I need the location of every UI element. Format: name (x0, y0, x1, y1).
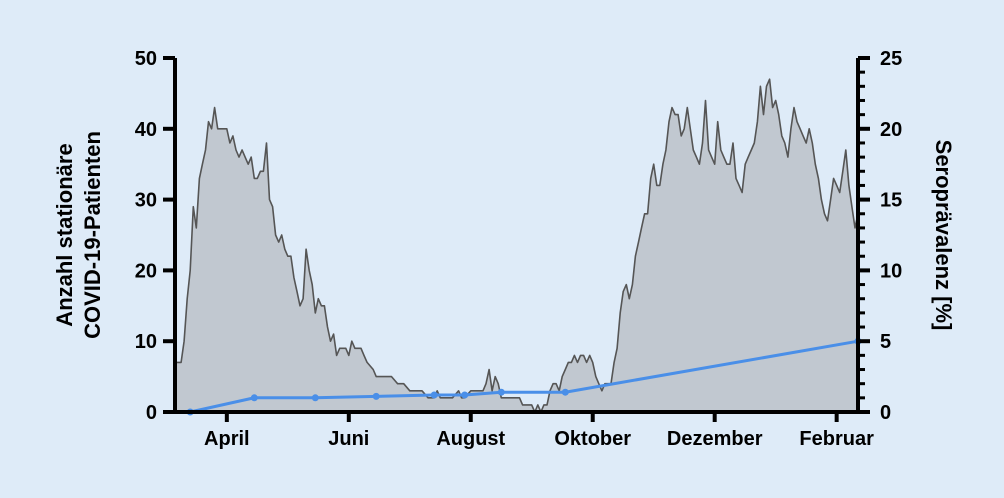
right-y-tick-label: 5 (880, 331, 891, 353)
right-y-tick-label: 10 (880, 260, 902, 282)
left-y-tick-label: 40 (135, 119, 157, 141)
seroprevalence-point (250, 394, 258, 402)
seroprevalence-point (497, 388, 505, 396)
left-axis-title-line-2: COVID-19-Patienten (80, 131, 105, 339)
right-y-tick-label: 0 (880, 402, 891, 424)
x-tick-label: Februar (799, 428, 874, 450)
x-tick-label: Oktober (554, 428, 631, 450)
left-y-tick-label: 30 (135, 190, 157, 212)
seroprevalence-point (430, 391, 438, 399)
left-axis-title-line-1: Anzahl stationäre (52, 143, 77, 326)
left-y-tick-label: 50 (135, 48, 157, 70)
right-y-tick-labels: 0 5 10 15 20 25 (880, 48, 902, 424)
right-y-tick-label: 25 (880, 48, 902, 70)
patient-area-layer (175, 78, 859, 413)
left-y-tick-label: 10 (135, 331, 157, 353)
left-y-tick-labels: 0 10 20 30 40 50 (135, 48, 157, 424)
axes-layer (163, 56, 870, 422)
seroprevalence-point (311, 394, 319, 402)
left-y-tick-label: 0 (146, 402, 157, 424)
x-tick-labels: April Juni August Oktober Dezember Februar (204, 428, 874, 450)
seroprevalence-point (561, 388, 569, 396)
seroprevalence-point (461, 391, 469, 399)
x-tick-label: April (204, 428, 250, 450)
x-tick-label: Dezember (667, 428, 763, 450)
x-tick-label: August (436, 428, 505, 450)
patient-area-outline (175, 78, 859, 413)
x-tick-label: Juni (328, 428, 369, 450)
right-axis-title: Seroprävalenz [%] (931, 140, 956, 331)
patient-area-fill (175, 79, 858, 412)
right-y-tick-label: 15 (880, 190, 902, 212)
seroprevalence-point (372, 392, 380, 400)
right-y-tick-label: 20 (880, 119, 902, 141)
left-y-tick-label: 20 (135, 260, 157, 282)
